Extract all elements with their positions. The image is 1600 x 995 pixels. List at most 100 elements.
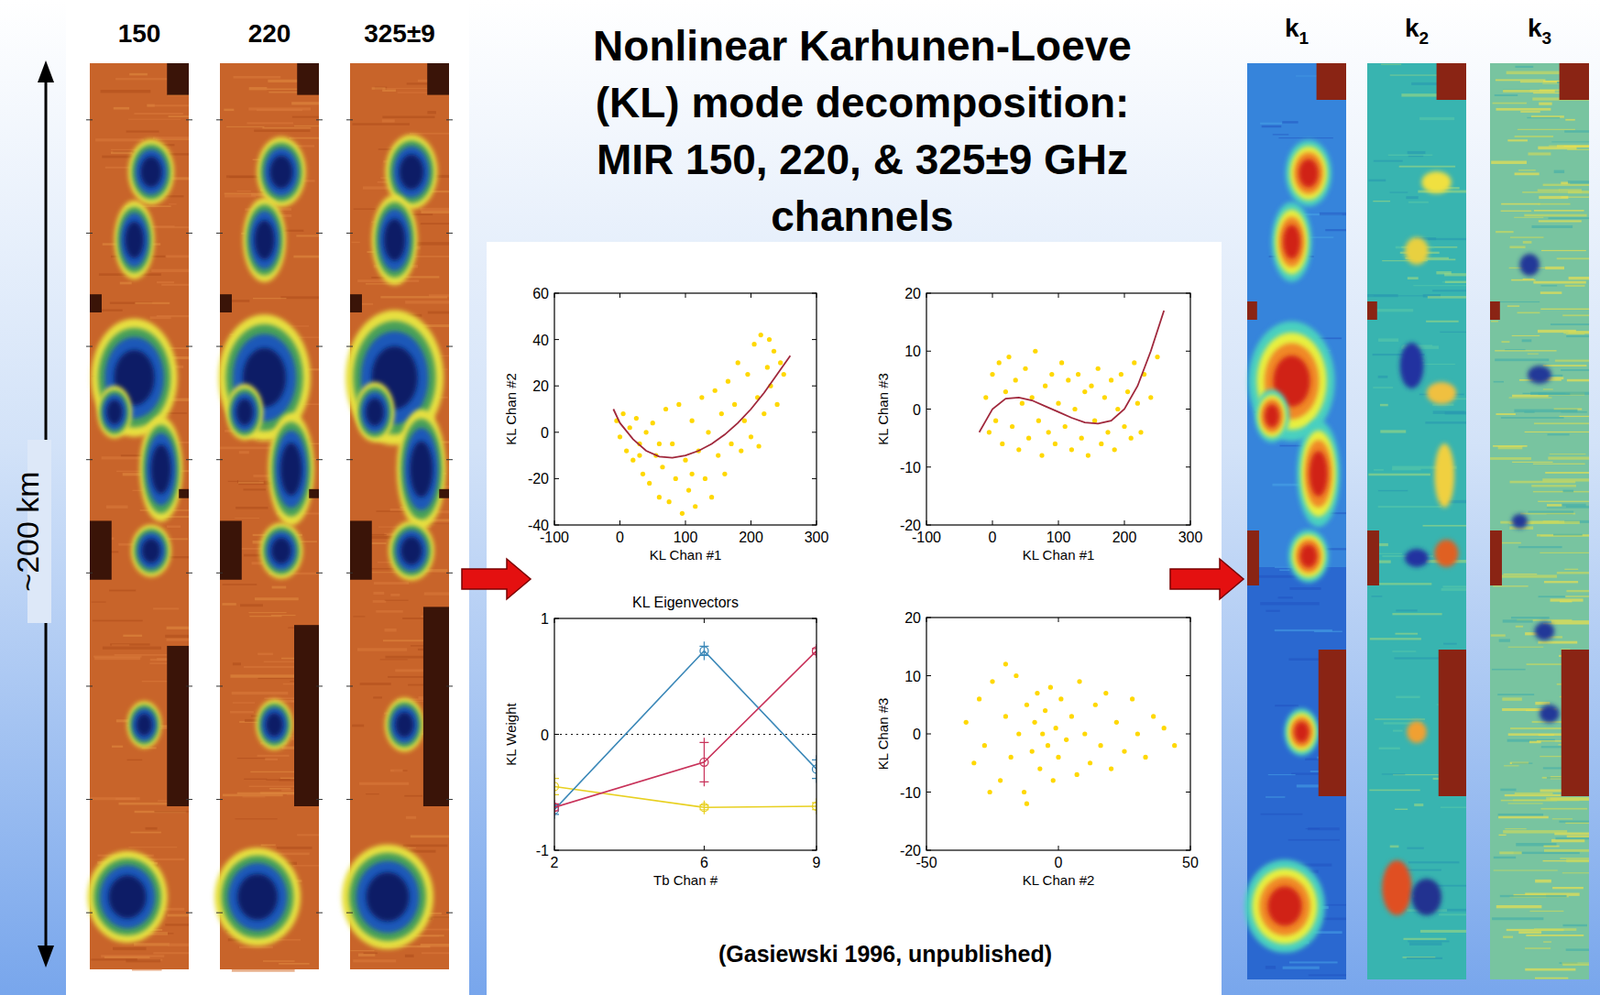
- scatter-point: [1051, 778, 1056, 783]
- texture: [352, 959, 396, 963]
- scatter-point: [686, 487, 691, 493]
- texture: [360, 682, 392, 686]
- texture: [1561, 962, 1590, 964]
- texture: [156, 281, 175, 284]
- y-tick-label: -40: [527, 517, 549, 534]
- texture: [390, 769, 404, 773]
- texture: [1514, 135, 1554, 138]
- scatter-point: [748, 434, 754, 439]
- texture: [1440, 806, 1467, 808]
- line-marker: [700, 757, 709, 767]
- y-tick: [1185, 466, 1191, 468]
- image-feature: [358, 386, 392, 438]
- y-tick-label: -10: [899, 460, 921, 476]
- x-tick: [685, 520, 687, 526]
- texture: [261, 843, 276, 846]
- y-tick: [926, 791, 932, 793]
- texture: [1547, 433, 1570, 436]
- texture: [1492, 445, 1527, 448]
- image-feature: [1271, 202, 1313, 283]
- missing-data: [308, 489, 319, 499]
- texture: [1560, 411, 1587, 414]
- edge-tick: [446, 232, 453, 234]
- y-tick-label: 20: [904, 610, 921, 626]
- texture: [1391, 650, 1416, 652]
- scatter-point: [1097, 743, 1103, 748]
- texture: [1524, 431, 1590, 433]
- texture: [1538, 595, 1566, 598]
- scale-label: ~200 km: [10, 471, 45, 592]
- texture: [1492, 585, 1529, 587]
- y-tick-label: 20: [532, 378, 549, 395]
- texture: [390, 593, 400, 597]
- missing-data: [1318, 649, 1347, 797]
- scatter-point: [771, 349, 777, 354]
- scatter-point: [1129, 696, 1135, 702]
- texture: [254, 597, 299, 601]
- image-feature: [1258, 394, 1287, 438]
- scatter-point: [702, 476, 708, 482]
- texture: [153, 952, 189, 954]
- error-bar: [554, 800, 559, 820]
- scatter-point: [640, 471, 646, 477]
- edge-tick: [186, 119, 193, 121]
- image-feature: [1259, 876, 1311, 936]
- texture: [1496, 905, 1543, 909]
- scatter-point: [667, 499, 672, 505]
- texture: [265, 778, 290, 781]
- scatter-point: [1114, 720, 1119, 725]
- scatter-point: [1075, 372, 1081, 377]
- texture: [91, 602, 107, 603]
- texture: [1543, 942, 1552, 943]
- texture: [1568, 276, 1590, 280]
- y-tick: [554, 431, 559, 433]
- texture: [224, 194, 256, 198]
- y-tick: [811, 431, 817, 433]
- scatter-point: [650, 420, 656, 426]
- scatter-point: [1036, 418, 1042, 424]
- scatter-point: [1138, 429, 1143, 435]
- texture: [1506, 71, 1564, 75]
- image-feature: [263, 526, 299, 575]
- texture: [241, 796, 265, 798]
- credit: (Gasiewski 1996, unpublished): [718, 941, 1053, 967]
- texture: [1526, 117, 1560, 119]
- data-group: [964, 661, 1178, 807]
- label-base: k: [1404, 13, 1420, 43]
- texture: [294, 125, 319, 127]
- texture: [1512, 335, 1541, 337]
- texture: [1534, 209, 1585, 212]
- texture: [1550, 598, 1584, 602]
- y-tick: [554, 339, 559, 340]
- scatter-point: [659, 464, 665, 470]
- texture: [126, 130, 160, 132]
- edge-tick: [346, 119, 353, 121]
- scatter-point: [987, 789, 993, 795]
- texture: [1395, 696, 1420, 699]
- texture: [248, 107, 311, 110]
- edge-tick: [216, 572, 223, 574]
- y-tick: [1185, 791, 1191, 793]
- title: MIR 150, 220, & 325±9 GHz: [596, 135, 1129, 184]
- texture: [372, 696, 383, 699]
- scatter-point: [993, 418, 998, 424]
- texture: [1565, 284, 1586, 287]
- texture: [129, 73, 148, 77]
- x-tick: [1124, 520, 1126, 526]
- texture: [113, 107, 130, 110]
- texture: [226, 175, 257, 178]
- scatter-point: [1161, 725, 1167, 731]
- edge-tick: [346, 799, 353, 800]
- y-axis-title: KL Chan #3: [875, 372, 891, 446]
- image-feature: [1251, 868, 1317, 945]
- missing-data: [1316, 63, 1347, 100]
- texture: [1533, 491, 1590, 493]
- image-ground: [219, 63, 319, 970]
- texture: [419, 208, 450, 211]
- texture: [112, 947, 146, 951]
- texture: [1546, 504, 1563, 506]
- texture: [1372, 200, 1391, 202]
- image-feature: [356, 860, 420, 933]
- texture: [268, 91, 302, 94]
- plot-title: KL Eigenvectors: [632, 594, 739, 611]
